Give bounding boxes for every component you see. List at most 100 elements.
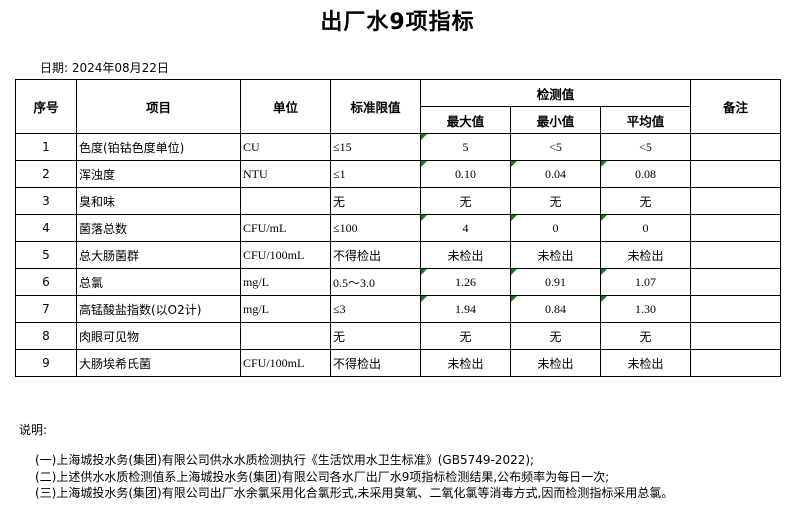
error-flag-icon bbox=[511, 269, 517, 275]
header-max: 最大值 bbox=[420, 106, 511, 134]
cell-min: 无 bbox=[510, 322, 601, 350]
cell-max: 未检出 bbox=[420, 349, 511, 377]
error-flag-icon bbox=[601, 296, 607, 302]
cell-remark bbox=[690, 349, 781, 377]
cell-max: 0.10 bbox=[420, 160, 511, 188]
error-flag-icon bbox=[421, 161, 427, 167]
cell-limit: ≤100 bbox=[330, 214, 421, 242]
cell-unit: CFU/mL bbox=[240, 214, 331, 242]
cell-unit: mg/L bbox=[240, 295, 331, 323]
cell-limit: ≤1 bbox=[330, 160, 421, 188]
note-item: (二)上述供水水质检测值系上海城投水务(集团)有限公司各水厂出厂水9项指标检测结… bbox=[35, 469, 610, 484]
error-flag-icon bbox=[601, 161, 607, 167]
notes-list: (一)上海城投水务(集团)有限公司供水水质检测执行《生活饮用水卫生标准》(GB5… bbox=[35, 452, 673, 502]
note-item: (三)上海城投水务(集团)有限公司出厂水余氯采用化合氯形式,未采用臭氧、二氧化氯… bbox=[35, 486, 674, 500]
cell-limit: 无 bbox=[330, 187, 421, 215]
table-row: 4 菌落总数 CFU/mL ≤100 4 0 0 bbox=[15, 214, 781, 242]
cell-max: 无 bbox=[420, 187, 511, 215]
header-remark: 备注 bbox=[690, 79, 781, 134]
error-flag-icon bbox=[421, 134, 427, 140]
notes-label: 说明: bbox=[19, 423, 48, 437]
cell-remark bbox=[690, 295, 781, 323]
cell-no: 8 bbox=[15, 322, 77, 350]
header-detect: 检测值 bbox=[420, 79, 691, 107]
cell-avg: 无 bbox=[600, 322, 691, 350]
error-flag-icon bbox=[601, 215, 607, 221]
table-row: 1 色度(铂钴色度单位) CU ≤15 5 <5 <5 bbox=[15, 133, 781, 161]
cell-no: 9 bbox=[15, 349, 77, 377]
cell-avg: 0.08 bbox=[600, 160, 691, 188]
cell-min: 0.91 bbox=[510, 268, 601, 296]
cell-item: 浑浊度 bbox=[76, 160, 241, 188]
cell-min: 0.84 bbox=[510, 295, 601, 323]
cell-min: 未检出 bbox=[510, 349, 601, 377]
cell-limit: 无 bbox=[330, 322, 421, 350]
cell-item: 大肠埃希氏菌 bbox=[76, 349, 241, 377]
cell-min: 0.04 bbox=[510, 160, 601, 188]
cell-item: 菌落总数 bbox=[76, 214, 241, 242]
cell-min: 0 bbox=[510, 214, 601, 242]
cell-item: 高锰酸盐指数(以O2计) bbox=[76, 295, 241, 323]
cell-avg: 未检出 bbox=[600, 349, 691, 377]
cell-no: 1 bbox=[15, 133, 77, 161]
cell-item: 色度(铂钴色度单位) bbox=[76, 133, 241, 161]
cell-remark bbox=[690, 322, 781, 350]
cell-remark bbox=[690, 214, 781, 242]
table-row: 5 总大肠菌群 CFU/100mL 不得检出 未检出 未检出 未检出 bbox=[15, 241, 781, 269]
header-unit: 单位 bbox=[240, 79, 331, 134]
cell-remark bbox=[690, 187, 781, 215]
cell-max: 4 bbox=[420, 214, 511, 242]
cell-limit: 不得检出 bbox=[330, 349, 421, 377]
cell-max: 1.26 bbox=[420, 268, 511, 296]
error-flag-icon bbox=[511, 161, 517, 167]
cell-max: 无 bbox=[420, 322, 511, 350]
cell-remark bbox=[690, 133, 781, 161]
cell-max: 5 bbox=[420, 133, 511, 161]
cell-no: 6 bbox=[15, 268, 77, 296]
cell-unit: NTU bbox=[240, 160, 331, 188]
table-row: 8 肉眼可见物无无无无 bbox=[15, 322, 781, 350]
cell-no: 3 bbox=[15, 187, 77, 215]
header-min: 最小值 bbox=[510, 106, 601, 134]
cell-no: 2 bbox=[15, 160, 77, 188]
cell-unit: CU bbox=[240, 133, 331, 161]
cell-remark bbox=[690, 160, 781, 188]
cell-unit: CFU/100mL bbox=[240, 349, 331, 377]
note-item: (一)上海城投水务(集团)有限公司供水水质检测执行《生活饮用水卫生标准》(GB5… bbox=[35, 453, 535, 467]
cell-no: 7 bbox=[15, 295, 77, 323]
page-title: 出厂水9项指标 bbox=[320, 10, 475, 35]
cell-max: 未检出 bbox=[420, 241, 511, 269]
cell-item: 总氯 bbox=[76, 268, 241, 296]
cell-limit: ≤3 bbox=[330, 295, 421, 323]
error-flag-icon bbox=[421, 296, 427, 302]
cell-unit: mg/L bbox=[240, 268, 331, 296]
header-item: 项目 bbox=[76, 79, 241, 134]
cell-min: <5 bbox=[510, 133, 601, 161]
cell-limit: ≤15 bbox=[330, 133, 421, 161]
cell-item: 臭和味 bbox=[76, 187, 241, 215]
cell-no: 4 bbox=[15, 214, 77, 242]
error-flag-icon bbox=[511, 215, 517, 221]
cell-no: 5 bbox=[15, 241, 77, 269]
cell-min: 未检出 bbox=[510, 241, 601, 269]
cell-avg: <5 bbox=[600, 133, 691, 161]
cell-avg: 1.07 bbox=[600, 268, 691, 296]
cell-max: 1.94 bbox=[420, 295, 511, 323]
header-no: 序号 bbox=[15, 79, 77, 134]
water-quality-table: 序号 项目 单位 标准限值 检测值 备注 最大值 最小值 平均值 1 色度(铂钴色… bbox=[15, 79, 781, 377]
cell-remark bbox=[690, 241, 781, 269]
error-flag-icon bbox=[421, 269, 427, 275]
cell-limit: 0.5～3.0 bbox=[330, 268, 421, 296]
cell-avg: 1.30 bbox=[600, 295, 691, 323]
cell-item: 总大肠菌群 bbox=[76, 241, 241, 269]
header-limit: 标准限值 bbox=[330, 79, 421, 134]
error-flag-icon bbox=[511, 296, 517, 302]
cell-unit bbox=[240, 187, 331, 215]
table-row: 3 臭和味无无无无 bbox=[15, 187, 781, 215]
report-date: 日期: 2024年08月22日 bbox=[40, 61, 169, 75]
cell-item: 肉眼可见物 bbox=[76, 322, 241, 350]
error-flag-icon bbox=[601, 269, 607, 275]
table-row: 6 总氯 mg/L 0.5～3.0 1.26 0.91 1.07 bbox=[15, 268, 781, 296]
table-row: 9 大肠埃希氏菌 CFU/100mL 不得检出 未检出 未检出 未检出 bbox=[15, 349, 781, 377]
cell-unit: CFU/100mL bbox=[240, 241, 331, 269]
